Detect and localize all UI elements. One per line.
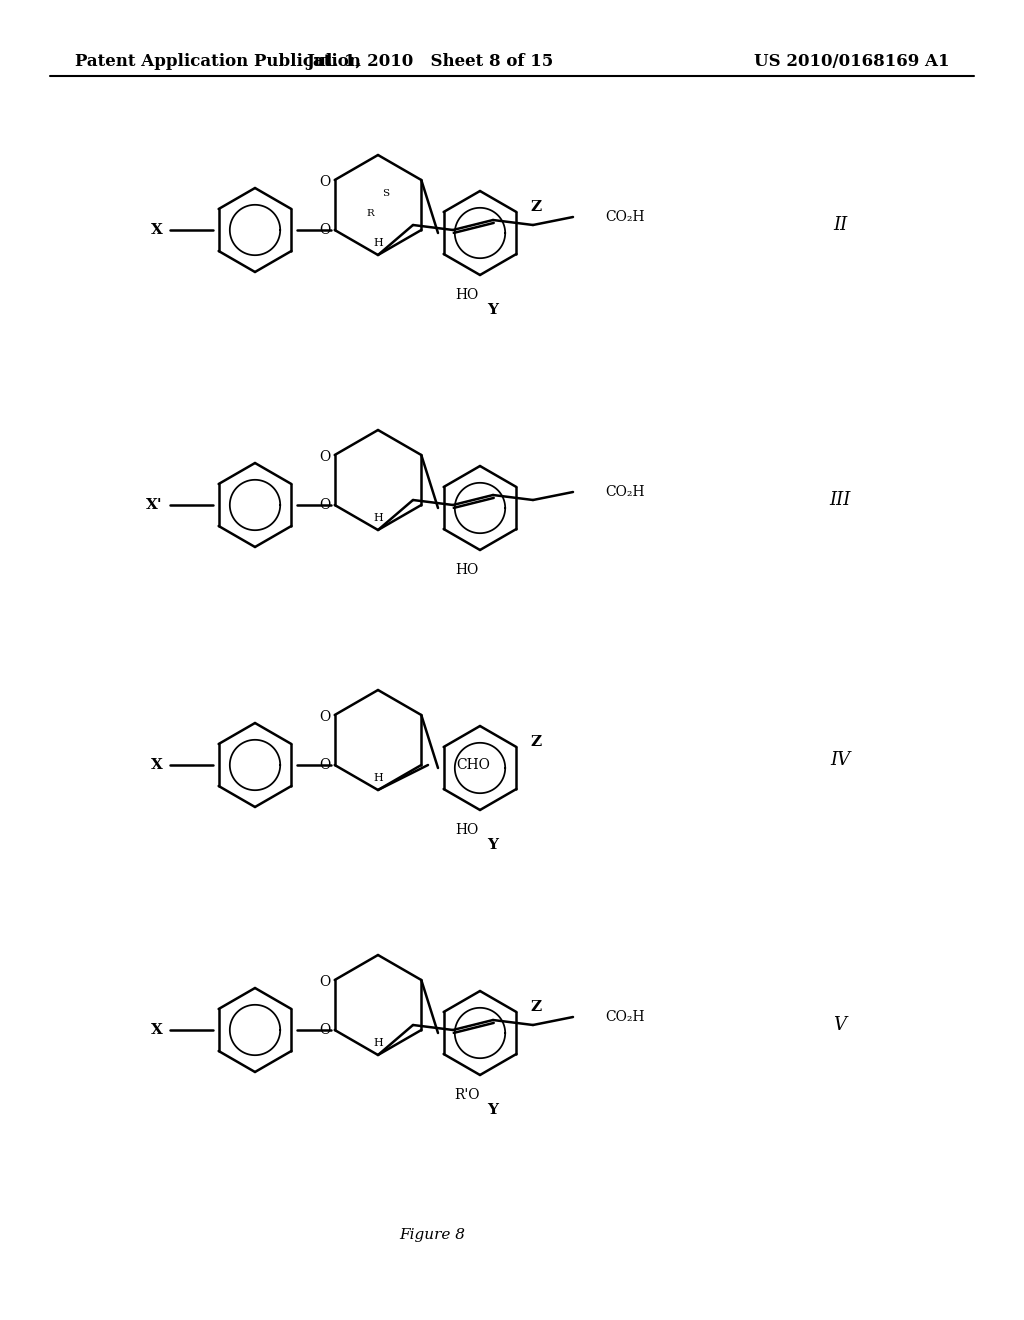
Text: Z: Z [530,1001,542,1014]
Text: Y: Y [487,1104,498,1117]
Text: Y: Y [487,304,498,317]
Text: O: O [319,176,331,189]
Text: X': X' [146,498,163,512]
Text: O: O [319,450,331,465]
Text: Z: Z [530,201,542,214]
Text: Y: Y [487,838,498,851]
Text: HO: HO [456,288,479,302]
Text: H: H [373,238,383,248]
Text: H: H [373,513,383,523]
Text: CO₂H: CO₂H [605,1010,644,1024]
Text: R'O: R'O [455,1088,480,1102]
Text: Figure 8: Figure 8 [399,1228,465,1242]
Text: X: X [152,758,163,772]
Text: HO: HO [456,564,479,577]
Text: O: O [319,223,331,238]
Text: Jul. 1, 2010   Sheet 8 of 15: Jul. 1, 2010 Sheet 8 of 15 [306,54,554,70]
Text: II: II [833,216,847,234]
Text: O: O [319,710,331,723]
Text: Z: Z [530,735,542,748]
Text: CO₂H: CO₂H [605,484,644,499]
Text: IV: IV [829,751,850,770]
Text: CHO: CHO [456,758,489,772]
Text: V: V [834,1016,847,1034]
Text: X: X [152,1023,163,1038]
Text: O: O [319,498,331,512]
Text: R: R [367,209,374,218]
Text: O: O [319,1023,331,1038]
Text: O: O [319,975,331,989]
Text: X: X [152,223,163,238]
Text: III: III [829,491,851,510]
Text: CO₂H: CO₂H [605,210,644,224]
Text: S: S [382,189,389,198]
Text: O: O [319,758,331,772]
Text: HO: HO [456,822,479,837]
Text: H: H [373,774,383,783]
Text: US 2010/0168169 A1: US 2010/0168169 A1 [755,54,950,70]
Text: Patent Application Publication: Patent Application Publication [75,54,360,70]
Text: H: H [373,1038,383,1048]
